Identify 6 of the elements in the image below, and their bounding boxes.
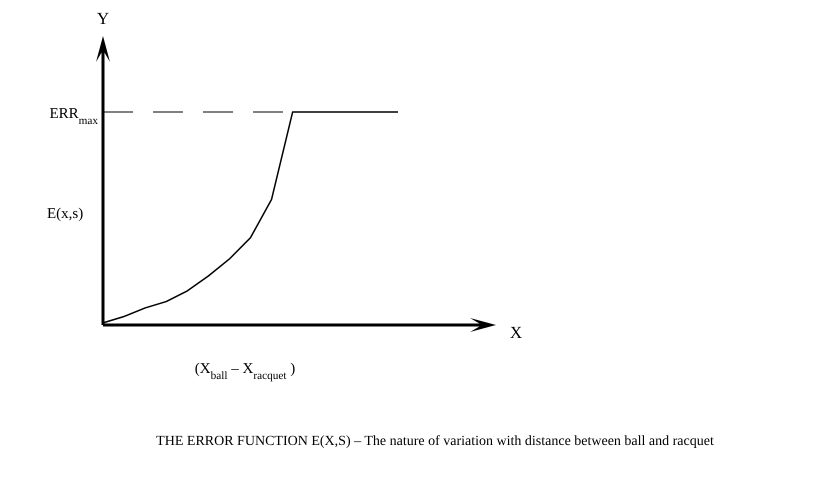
text: THE ERROR FUNCTION E(X,S) – The nature of variation with distance between ball and racquet — [156, 434, 714, 449]
ref-line-label: ERR$_{max}$ — [49, 106, 98, 127]
text: X — [510, 323, 522, 342]
text: Y — [96, 9, 110, 28]
x-axis-title: (X$_{ball}$ – X$_{racquet}$ ) — [194, 361, 296, 382]
y-axis-title: E(x,s) — [47, 206, 84, 222]
